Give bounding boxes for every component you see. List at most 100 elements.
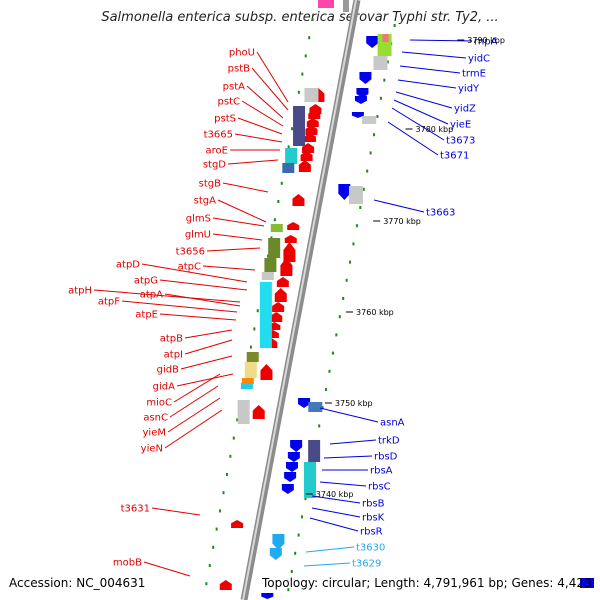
gene-label-right: rbsB <box>362 499 385 510</box>
tick-dash-right <box>352 242 355 246</box>
leader-left <box>164 293 241 307</box>
gene-arrow-right <box>284 472 297 482</box>
leader-left <box>180 355 233 370</box>
gene-block-left <box>264 258 277 272</box>
gene-label-left: pstC <box>218 97 240 108</box>
gene-label-left: t3656 <box>176 247 205 258</box>
tick-dash-right <box>355 224 358 228</box>
gene-box-right <box>308 402 323 412</box>
leader-right <box>397 79 457 89</box>
gene-arrow-right <box>272 534 285 550</box>
tick-dash-right <box>335 333 338 337</box>
gene-block-left <box>246 352 259 362</box>
gene-arrow-left <box>292 194 305 206</box>
gene-label-left: mobB <box>113 558 142 569</box>
leader-left <box>251 67 289 111</box>
gene-label-left: gidA <box>153 382 175 393</box>
gene-label-left: atpH <box>68 286 92 297</box>
gene-label-left: stgD <box>203 160 226 171</box>
leader-left <box>184 339 233 355</box>
gene-arrow-left <box>260 364 273 380</box>
gene-label-right: t3663 <box>426 208 455 219</box>
tick-dash-right <box>287 588 290 592</box>
tick-dash-left <box>287 145 290 149</box>
leader-left <box>206 247 261 252</box>
gene-block-left <box>237 400 250 424</box>
tick-dash-left <box>308 36 311 40</box>
gene-label-left: asnC <box>143 413 168 424</box>
gene-arrow-left <box>276 277 289 287</box>
gene-label-left: atpC <box>178 262 201 273</box>
tick-dash-left <box>301 72 304 76</box>
tick-dash-left <box>236 418 239 422</box>
gene-features <box>219 34 594 599</box>
gene-arrow-right <box>359 72 372 84</box>
tick-dash-right <box>325 388 328 391</box>
tick-dash-right <box>369 151 372 155</box>
leader-right <box>309 517 359 532</box>
tick-dash-right <box>345 278 348 282</box>
leader-right <box>395 91 453 109</box>
gene-label-left: atpD <box>116 260 140 271</box>
gene-label-left: mioC <box>146 398 172 409</box>
gene-label-left: atpF <box>98 297 120 308</box>
gene-label-right: yidZ <box>454 104 476 115</box>
leader-right <box>401 51 467 59</box>
gene-arrow-left <box>305 125 318 135</box>
leader-left <box>159 313 237 321</box>
leader-right <box>387 121 439 156</box>
gene-arrow-right <box>366 36 379 48</box>
gene-label-right: yieE <box>450 120 471 131</box>
tick-dash-right <box>379 96 382 100</box>
leader-left <box>256 51 289 103</box>
gene-block-right <box>303 462 316 498</box>
gene-arrow-left <box>219 580 232 590</box>
gene-label-left: atpB <box>160 334 183 345</box>
gene-label-right: t3630 <box>356 543 385 554</box>
tick-dash-left <box>253 327 256 331</box>
gene-label-left: pstA <box>223 82 245 93</box>
gene-arrow-left <box>302 143 315 153</box>
gene-block-left <box>293 106 306 146</box>
tick-dash-left <box>311 18 314 21</box>
gene-label-right: trmE <box>462 69 486 80</box>
tick-dash-right <box>386 60 389 64</box>
gene-label-left: yieM <box>143 428 166 439</box>
gene-block-right <box>382 34 389 42</box>
gene-label-left: atpI <box>164 350 183 361</box>
tick-dash-right <box>297 533 300 537</box>
gene-block-right <box>308 440 321 462</box>
tick-dash-right <box>321 406 324 410</box>
gene-box-left <box>304 88 319 102</box>
tick-dash-right <box>318 424 321 428</box>
gene-label-right: rbsK <box>362 513 385 524</box>
gene-arrow-right <box>351 112 364 118</box>
gene-box-left <box>580 578 594 588</box>
leader-left <box>184 329 233 339</box>
gene-arrow-left <box>270 312 283 322</box>
gene-label-right: rbsD <box>374 452 398 463</box>
gene-block-left <box>241 378 254 384</box>
gene-labels: phoU pstB pstA pstC pstS t3665 aroE stgD stgB stg… <box>68 37 498 570</box>
tick-dash-right <box>331 351 334 355</box>
tick-dash-right <box>338 315 341 319</box>
leader-left <box>173 373 221 403</box>
gene-arrow-left <box>306 118 319 127</box>
gene-box-right <box>362 116 377 124</box>
tick-dash-left <box>229 454 232 458</box>
gene-label-left: pstS <box>214 114 236 125</box>
tick-dash-left <box>222 491 225 495</box>
gene-label-right: yidC <box>468 54 490 65</box>
tick-dash-left <box>256 309 259 313</box>
tick-dash-left <box>277 200 280 203</box>
gene-arrow-left <box>280 258 293 276</box>
leader-left <box>234 133 283 143</box>
gene-block-left <box>270 224 283 232</box>
label-leaders <box>93 39 473 577</box>
gene-arrow-right <box>261 593 274 599</box>
leader-left <box>167 397 221 433</box>
leader-right <box>391 107 445 141</box>
leader-left <box>212 217 265 227</box>
gene-label-left: aroE <box>206 146 228 157</box>
